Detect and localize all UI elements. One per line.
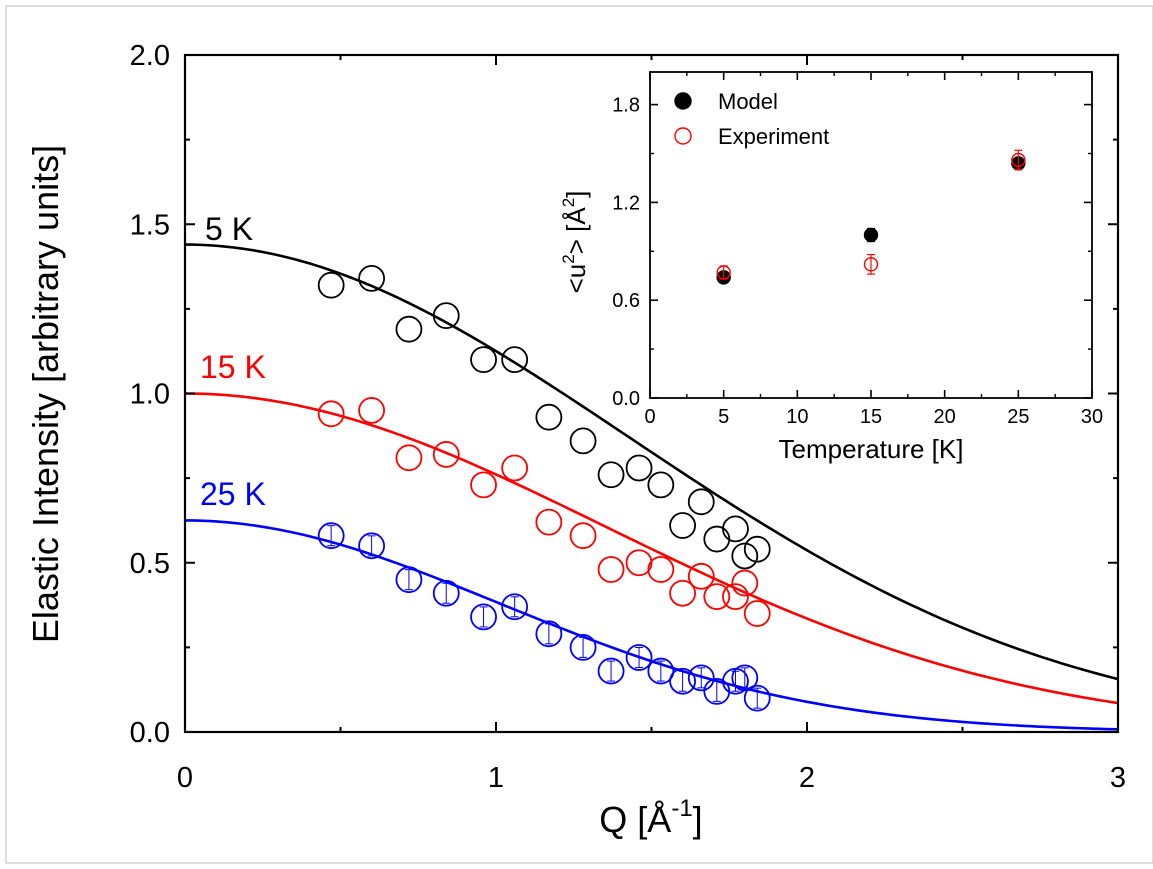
inset-point-experiment bbox=[1011, 152, 1026, 168]
data-point-25k bbox=[317, 522, 345, 550]
inset-point-experiment bbox=[716, 265, 731, 280]
figure-border bbox=[5, 5, 1153, 864]
inset-y-tick-label: 1.8 bbox=[612, 95, 640, 117]
main-y-tick-label: 2.0 bbox=[130, 40, 170, 72]
data-point-5k bbox=[669, 512, 696, 539]
data-point-15k bbox=[669, 579, 696, 607]
legend-marker-experiment bbox=[674, 127, 692, 145]
data-point-15k bbox=[722, 583, 749, 610]
fit-curve-5k bbox=[184, 243, 1119, 681]
data-point-25k bbox=[625, 644, 653, 671]
data-point-5k bbox=[625, 454, 653, 482]
data-point-5k bbox=[501, 346, 529, 374]
main-data-points bbox=[317, 265, 771, 712]
data-point-25k bbox=[669, 667, 696, 695]
data-point-5k bbox=[569, 427, 597, 455]
data-point-15k bbox=[597, 556, 625, 583]
main-x-axis-title: Q [Å-1] bbox=[599, 795, 702, 840]
data-point-5k bbox=[395, 315, 423, 343]
data-point-15k bbox=[731, 569, 759, 597]
inset-x-tick-label: 5 bbox=[718, 406, 729, 428]
data-point-5k bbox=[722, 515, 749, 543]
inset-y-tick-label: 0.0 bbox=[612, 388, 640, 410]
inset-x-tick-label: 10 bbox=[786, 406, 808, 428]
data-point-5k bbox=[731, 542, 759, 570]
data-point-15k bbox=[703, 583, 731, 610]
data-point-15k bbox=[395, 444, 423, 472]
inset-point-experiment bbox=[863, 257, 879, 272]
data-point-5k bbox=[647, 471, 675, 499]
data-point-25k bbox=[731, 664, 759, 692]
main-x-tick-label: 0 bbox=[177, 762, 193, 794]
main-series-labels: 5 K 15 K 25 K bbox=[200, 211, 266, 512]
inset-point-model bbox=[863, 227, 879, 243]
data-point-15k bbox=[358, 397, 386, 424]
data-point-15k bbox=[625, 549, 653, 577]
inset-y-tick-label: 0.6 bbox=[612, 290, 640, 312]
inset-data-points bbox=[716, 149, 1026, 285]
inset-x-axis-title: Temperature [K] bbox=[779, 434, 964, 464]
data-point-5k bbox=[317, 271, 345, 299]
inset-x-tick-label: 15 bbox=[860, 406, 882, 428]
data-point-25k bbox=[687, 664, 715, 692]
data-point-5k bbox=[743, 535, 771, 563]
data-point-25k bbox=[597, 657, 625, 685]
data-point-25k bbox=[470, 603, 497, 631]
data-point-15k bbox=[687, 562, 715, 590]
inset-legend: Model Experiment bbox=[674, 89, 829, 149]
data-point-5k bbox=[687, 488, 715, 516]
data-point-15k bbox=[647, 556, 675, 583]
data-point-25k bbox=[432, 579, 460, 607]
main-y-ticks: 0.0 0.5 1.0 1.5 2.0 bbox=[130, 40, 1118, 749]
data-point-15k bbox=[432, 441, 460, 468]
legend-label-model: Model bbox=[718, 89, 778, 114]
series-label-5k: 5 K bbox=[205, 211, 253, 247]
data-point-5k bbox=[597, 461, 625, 489]
main-x-tick-label: 3 bbox=[1110, 762, 1126, 794]
main-y-tick-label: 1.0 bbox=[130, 379, 170, 411]
inset-x-tick-label: 25 bbox=[1007, 406, 1029, 428]
series-label-25k: 25 K bbox=[200, 476, 266, 512]
main-y-tick-label: 0.0 bbox=[130, 717, 170, 749]
inset-x-tick-label: 0 bbox=[644, 406, 655, 428]
legend-label-experiment: Experiment bbox=[718, 124, 829, 149]
inset-y-axis-title: <u2> [Å2] bbox=[559, 191, 591, 294]
data-point-5k bbox=[358, 265, 386, 292]
main-y-axis-title: Elastic Intensity [arbitrary units] bbox=[25, 145, 66, 643]
legend-marker-model bbox=[674, 92, 692, 110]
data-point-5k bbox=[470, 346, 497, 374]
data-point-5k bbox=[432, 302, 460, 330]
data-point-25k bbox=[395, 566, 423, 594]
main-plot: 5 K 15 K 25 K 0 1 2 3 0.0 0.5 1.0 1.5 2.0 Q [Å-1]… bbox=[25, 40, 1126, 840]
inset-x-ticks: 0 5 10 15 20 25 30 bbox=[644, 72, 1103, 428]
inset-x-tick-label: 20 bbox=[934, 406, 956, 428]
data-point-15k bbox=[569, 522, 597, 550]
data-point-25k bbox=[501, 593, 529, 621]
data-point-15k bbox=[317, 400, 345, 428]
data-point-25k bbox=[535, 620, 563, 648]
data-point-15k bbox=[501, 454, 529, 482]
data-point-25k bbox=[358, 532, 386, 560]
data-point-5k bbox=[535, 403, 563, 431]
data-point-15k bbox=[470, 471, 497, 499]
data-point-25k bbox=[743, 684, 771, 712]
data-point-25k bbox=[569, 633, 597, 661]
inset-plot: 0 5 10 15 20 25 30 0.0 0.6 1.2 1.8 Model Experimen… bbox=[559, 71, 1103, 464]
fit-curve-15k bbox=[184, 392, 1119, 705]
inset-y-tick-label: 1.2 bbox=[612, 192, 640, 214]
inset-x-tick-label: 30 bbox=[1081, 406, 1103, 428]
main-y-tick-label: 1.5 bbox=[130, 209, 170, 241]
data-point-25k bbox=[647, 657, 675, 685]
inset-y-ticks: 0.0 0.6 1.2 1.8 bbox=[612, 95, 1092, 410]
main-x-ticks: 0 1 2 3 bbox=[177, 55, 1126, 794]
series-label-15k: 15 K bbox=[200, 349, 266, 385]
data-point-15k bbox=[743, 600, 771, 627]
main-x-tick-label: 1 bbox=[488, 762, 504, 794]
main-y-tick-label: 0.5 bbox=[130, 548, 170, 580]
data-point-15k bbox=[535, 508, 563, 536]
main-x-tick-label: 2 bbox=[799, 762, 815, 794]
